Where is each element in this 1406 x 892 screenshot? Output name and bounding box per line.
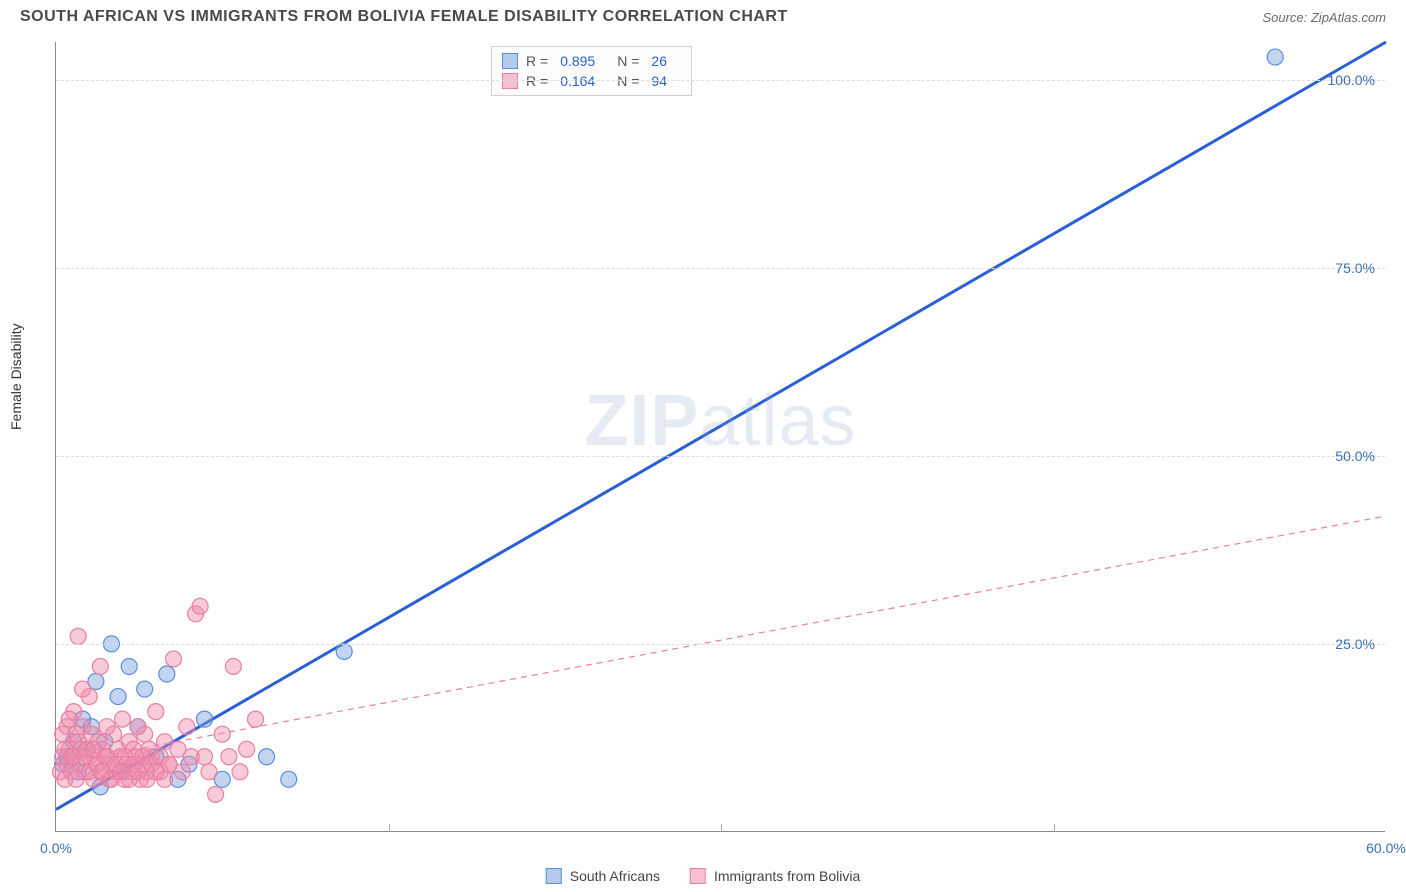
data-point (137, 681, 153, 697)
data-point (1267, 49, 1283, 65)
data-point (336, 643, 352, 659)
data-point (106, 726, 122, 742)
gridline-h (56, 644, 1385, 645)
data-point (221, 749, 237, 765)
data-point (148, 704, 164, 720)
y-tick-label: 25.0% (1335, 636, 1375, 652)
chart-plot-area: ZIPatlas R =0.895N =26R =0.164N =94 25.0… (55, 42, 1385, 832)
data-point (70, 628, 86, 644)
data-point (137, 726, 153, 742)
gridline-v (389, 824, 390, 832)
data-point (110, 689, 126, 705)
legend-r-label: R = (526, 53, 548, 69)
data-point (161, 756, 177, 772)
legend-item: South Africans (546, 868, 660, 884)
data-point (115, 711, 131, 727)
data-point (239, 741, 255, 757)
data-point (159, 666, 175, 682)
legend-label: Immigrants from Bolivia (714, 868, 860, 884)
legend-swatch (690, 868, 706, 884)
y-tick-label: 50.0% (1335, 448, 1375, 464)
header: SOUTH AFRICAN VS IMMIGRANTS FROM BOLIVIA… (0, 0, 1406, 32)
legend-swatch (546, 868, 562, 884)
legend-n-value: 94 (651, 73, 667, 89)
gridline-h (56, 456, 1385, 457)
data-point (201, 764, 217, 780)
data-point (179, 719, 195, 735)
data-point (192, 598, 208, 614)
data-point (92, 658, 108, 674)
trend-line (56, 42, 1386, 809)
data-point (248, 711, 264, 727)
legend-label: South Africans (570, 868, 660, 884)
data-point (197, 711, 213, 727)
data-point (232, 764, 248, 780)
data-point (75, 681, 91, 697)
data-point (214, 726, 230, 742)
data-point (121, 658, 137, 674)
legend-swatch (502, 53, 518, 69)
x-tick-label: 60.0% (1366, 840, 1406, 856)
y-tick-label: 75.0% (1335, 260, 1375, 276)
data-point (61, 711, 77, 727)
data-point (208, 786, 224, 802)
legend-n-value: 26 (651, 53, 667, 69)
chart-title: SOUTH AFRICAN VS IMMIGRANTS FROM BOLIVIA… (20, 8, 788, 26)
data-point (281, 771, 297, 787)
legend-stat-row: R = 0.164 N = 94 (502, 71, 681, 91)
data-point (68, 726, 84, 742)
y-axis-label: Female Disability (8, 323, 24, 430)
gridline-v (721, 824, 722, 832)
data-point (225, 658, 241, 674)
legend-item: Immigrants from Bolivia (690, 868, 860, 884)
legend-r-value: 0.895 (560, 53, 595, 69)
data-point (259, 749, 275, 765)
legend-series: South Africans Immigrants from Bolivia (546, 868, 861, 884)
gridline-v (1054, 824, 1055, 832)
legend-stat-row: R = 0.895 N = 26 (502, 51, 681, 71)
legend-stats: R = 0.895 N = 26 R = 0.164 N = 94 (491, 46, 692, 96)
source-label: Source: ZipAtlas.com (1262, 10, 1386, 25)
gridline-h (56, 80, 1385, 81)
x-tick-label: 0.0% (40, 840, 72, 856)
legend-n-label: N = (617, 73, 639, 89)
data-point (197, 749, 213, 765)
legend-r-label: R = (526, 73, 548, 89)
gridline-h (56, 268, 1385, 269)
legend-r-value: 0.164 (560, 73, 595, 89)
scatter-svg (56, 42, 1386, 832)
legend-swatch (502, 73, 518, 89)
data-point (157, 771, 173, 787)
y-tick-label: 100.0% (1328, 72, 1375, 88)
legend-n-label: N = (617, 53, 639, 69)
data-point (165, 651, 181, 667)
